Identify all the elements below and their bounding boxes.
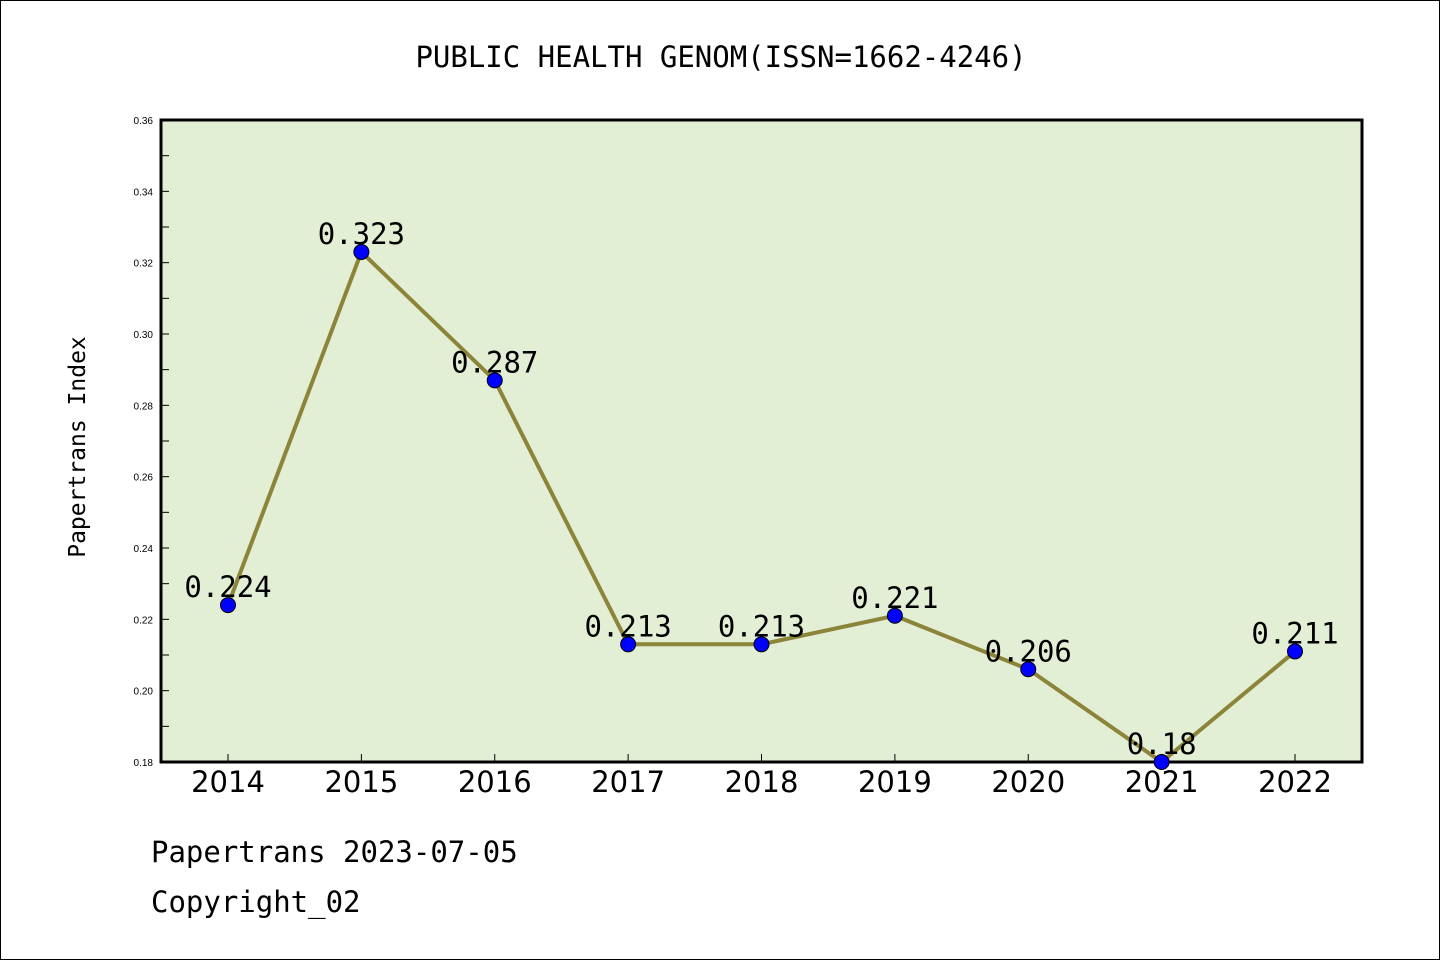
data-point (1020, 661, 1037, 678)
y-axis: 0.18 0.20 0.22 0.24 0.26 0.28 0.30 0.32 0.34 0.36 (134, 116, 169, 769)
data-label: 0.213 (584, 609, 671, 643)
data-point (353, 243, 370, 260)
y-tick-label: 0.18 (134, 758, 154, 769)
x-tick-label: 2016 (458, 765, 532, 799)
x-tick-label: 2017 (591, 765, 665, 799)
x-tick-label: 2015 (324, 765, 398, 799)
plot-area (159, 118, 1364, 764)
x-tick-label: 2022 (1258, 765, 1332, 799)
y-tick-label: 0.24 (134, 544, 154, 555)
data-point (886, 607, 903, 624)
data-point (220, 597, 236, 614)
x-tick-label: 2020 (991, 765, 1065, 799)
data-point (620, 636, 637, 653)
data-point (1153, 754, 1170, 770)
data-labels: 0.224 0.323 0.287 0.213 0.213 0.221 0.206 0.18 0… (184, 217, 1338, 761)
data-label: 0.206 (985, 634, 1072, 668)
x-tick-label: 2018 (725, 765, 799, 799)
series-group (220, 243, 1303, 770)
data-label: 0.287 (451, 345, 538, 379)
y-tick-label: 0.32 (134, 259, 154, 270)
data-point (1287, 643, 1303, 660)
data-label: 0.213 (718, 609, 805, 643)
chart-title: PUBLIC HEALTH GENOM(ISSN=1662-4246) (415, 40, 1026, 74)
footer-date: Papertrans 2023-07-05 (151, 835, 518, 869)
y-tick-label: 0.20 (134, 687, 154, 698)
data-point (753, 636, 770, 653)
data-label: 0.18 (1127, 727, 1197, 761)
data-point (486, 372, 503, 389)
y-axis-label: Papertrans Index (65, 336, 91, 558)
y-tick-label: 0.28 (134, 401, 154, 412)
y-tick-label: 0.34 (134, 187, 154, 198)
y-tick-label: 0.22 (134, 615, 154, 626)
data-label: 0.224 (184, 570, 271, 604)
x-tick-label: 2014 (191, 765, 265, 799)
y-tick-label: 0.30 (134, 330, 154, 341)
x-axis: 2014 2015 2016 2017 2018 2019 2020 2021 2022 (191, 754, 1332, 799)
x-tick-label: 2019 (858, 765, 932, 799)
y-tick-label: 0.26 (134, 473, 154, 484)
y-tick-label: 0.36 (134, 116, 154, 127)
x-tick-label: 2021 (1125, 765, 1199, 799)
footer-copyright: Copyright_02 (151, 885, 361, 919)
data-label: 0.211 (1251, 616, 1338, 650)
data-label: 0.221 (851, 581, 938, 615)
data-label: 0.323 (318, 217, 405, 251)
